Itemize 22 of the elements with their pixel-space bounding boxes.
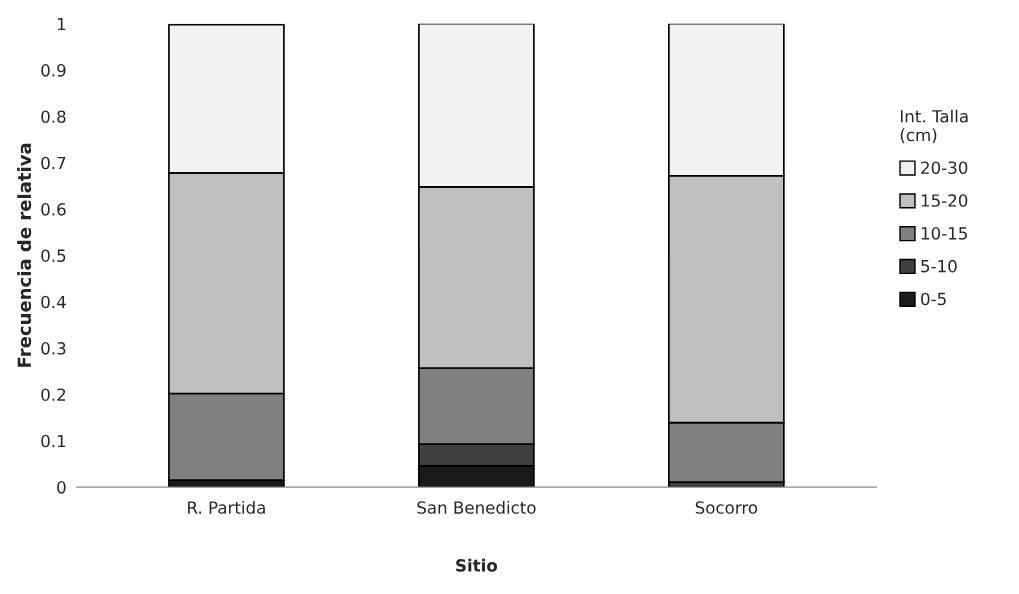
x-tick-label: R. Partida [188, 500, 265, 514]
y-tick-label: 0.1 [41, 434, 66, 448]
legend-label: 0-5 [921, 292, 946, 306]
y-tick-label: 0.9 [41, 64, 66, 77]
x-tick-label: Socorro [695, 501, 758, 514]
y-tick-label: 0.2 [41, 388, 66, 401]
x-tick-label: San Benedicto [417, 500, 536, 514]
legend-label: 15-20 [921, 194, 968, 207]
legend-label: 10-15 [921, 227, 967, 240]
legend-label: 5-10 [921, 259, 957, 273]
y-tick-label: 0.7 [41, 156, 66, 170]
y-tick-label: 0.3 [41, 342, 66, 355]
y-tick-label: 0.6 [41, 203, 66, 216]
legend-title: Int. Talla (cm) [900, 109, 968, 144]
y-axis-title: Frecuencia de relativa [17, 143, 32, 367]
y-tick-label: 0.8 [41, 110, 66, 123]
legend-label: 20-30 [921, 161, 968, 175]
y-tick-label: 0 [57, 481, 66, 494]
y-tick-label: 0.5 [41, 249, 66, 262]
y-tick-label: 0.4 [41, 295, 66, 309]
y-tick-label: 1 [57, 17, 66, 31]
x-axis-title: Sitio [456, 558, 498, 572]
